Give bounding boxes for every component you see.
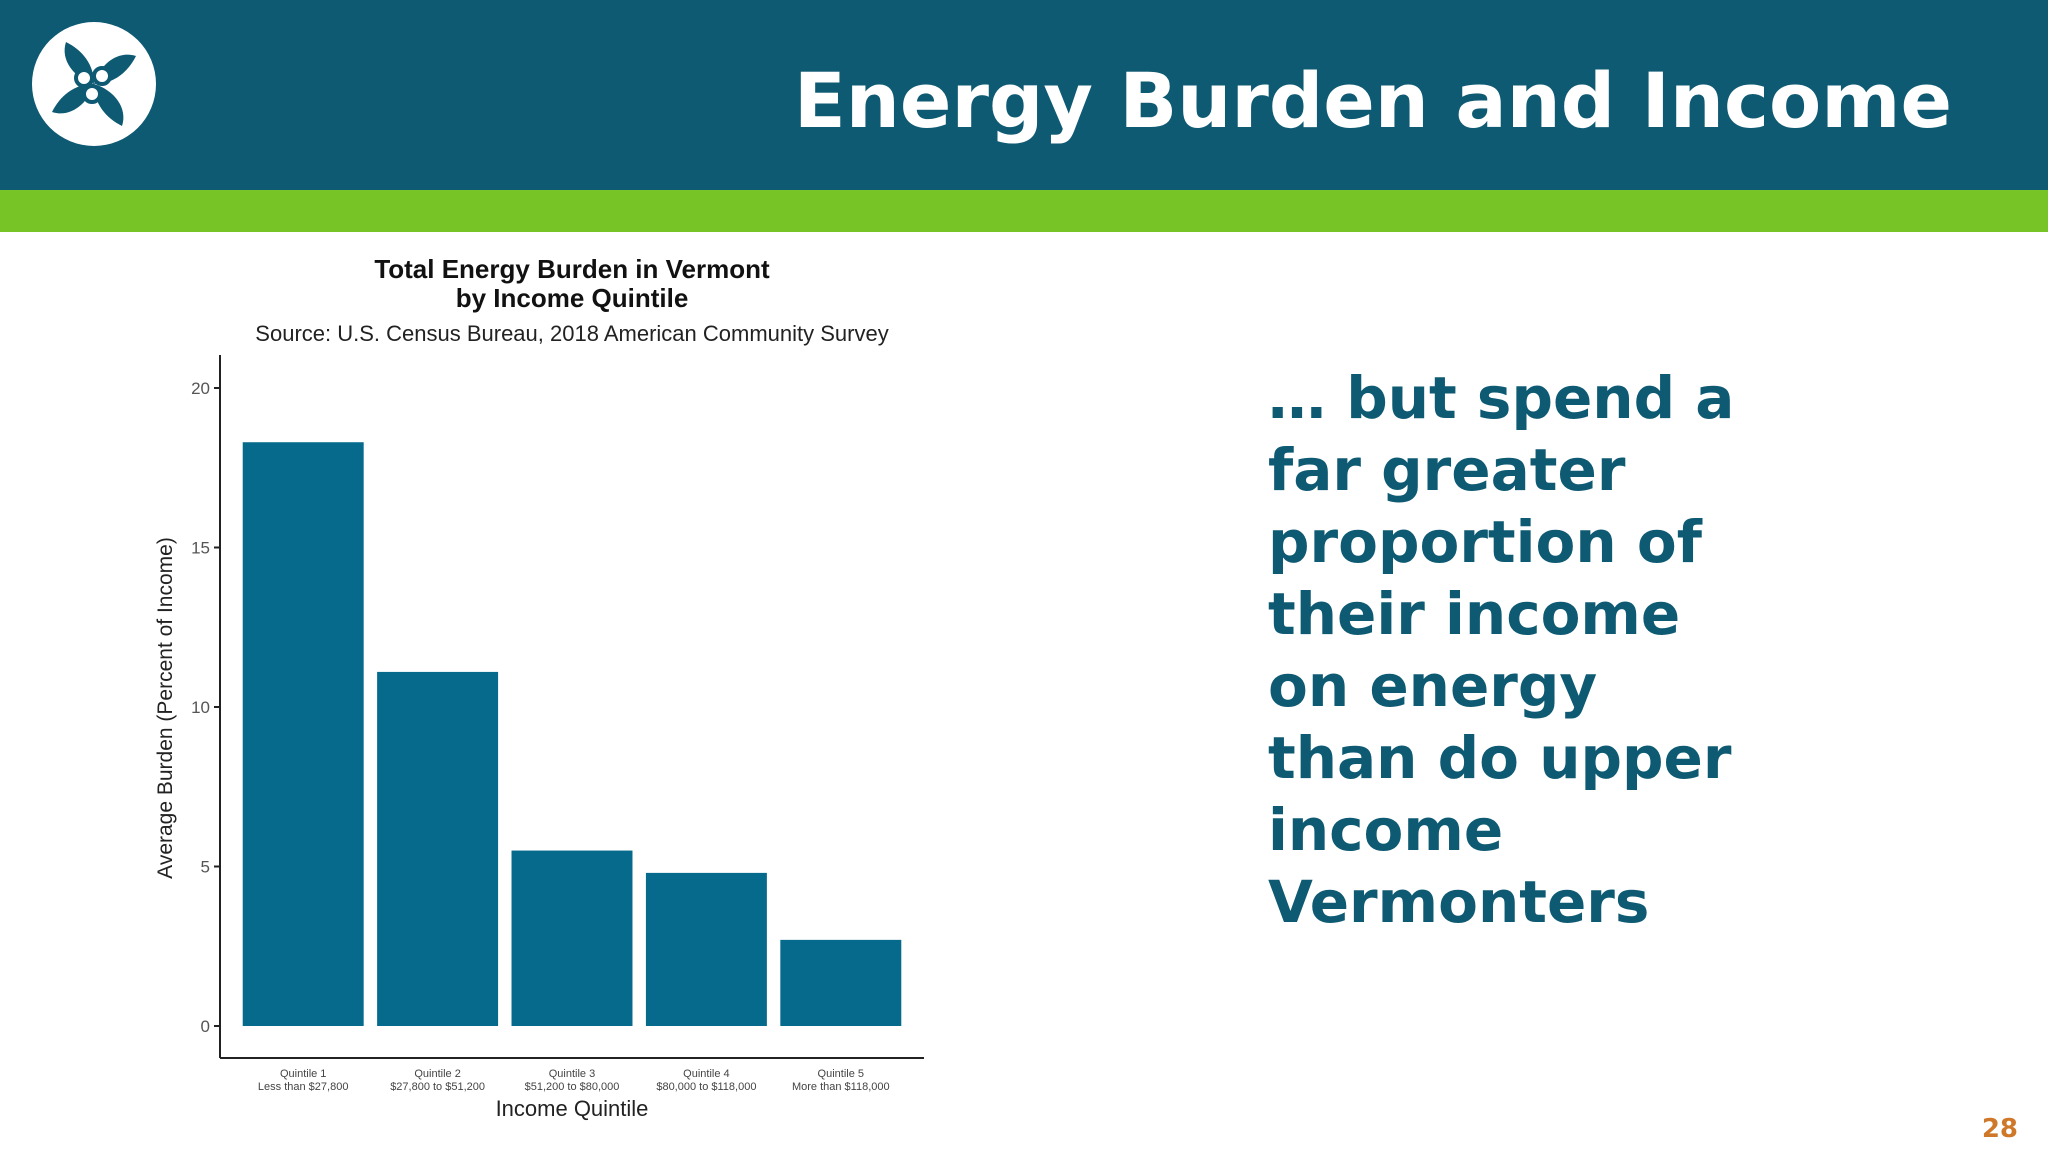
x-tick-sublabel: $27,800 to $51,200	[390, 1081, 485, 1093]
chart-title-line2: by Income Quintile	[456, 283, 689, 313]
accent-stripe	[0, 190, 2048, 232]
x-tick-sublabel: $51,200 to $80,000	[525, 1081, 620, 1093]
y-axis-label: Average Burden (Percent of Income)	[154, 537, 177, 879]
x-tick-sublabel: More than $118,000	[792, 1081, 890, 1093]
bar	[377, 671, 499, 1026]
bar	[645, 872, 767, 1026]
bar	[242, 442, 364, 1026]
slide-title: Energy Burden and Income	[793, 56, 1952, 145]
chart-title: Total Energy Burden in Vermont	[374, 254, 770, 284]
x-tick-sublabel: Less than $27,800	[258, 1081, 349, 1093]
x-tick-label: Quintile 4	[683, 1068, 729, 1080]
y-tick-label: 10	[191, 698, 210, 717]
bar	[511, 850, 633, 1026]
bars-group	[242, 442, 902, 1026]
bar-chart: Total Energy Burden in Vermont by Income…	[154, 254, 924, 1121]
x-tick-label: Quintile 3	[549, 1068, 595, 1080]
x-tick-label: Quintile 2	[414, 1068, 460, 1080]
chart-subtitle: Source: U.S. Census Bureau, 2018 America…	[255, 321, 888, 346]
y-tick-label: 5	[201, 858, 210, 877]
y-axis-ticks: 0 5 10 15 20	[191, 379, 220, 1036]
pinwheel-logo-icon	[32, 22, 156, 146]
x-axis-label: Income Quintile	[496, 1096, 649, 1121]
x-tick-label: Quintile 5	[818, 1068, 864, 1080]
y-tick-label: 20	[191, 379, 210, 398]
callout-text: … but spend a far greater proportion of …	[1268, 364, 1735, 936]
header-bar	[0, 0, 2048, 190]
bar	[780, 939, 902, 1026]
x-tick-label: Quintile 1	[280, 1068, 326, 1080]
y-tick-label: 15	[191, 539, 210, 558]
page-number: 28	[1981, 1114, 2018, 1144]
x-tick-sublabel: $80,000 to $118,000	[656, 1081, 756, 1093]
y-tick-label: 0	[201, 1017, 210, 1036]
